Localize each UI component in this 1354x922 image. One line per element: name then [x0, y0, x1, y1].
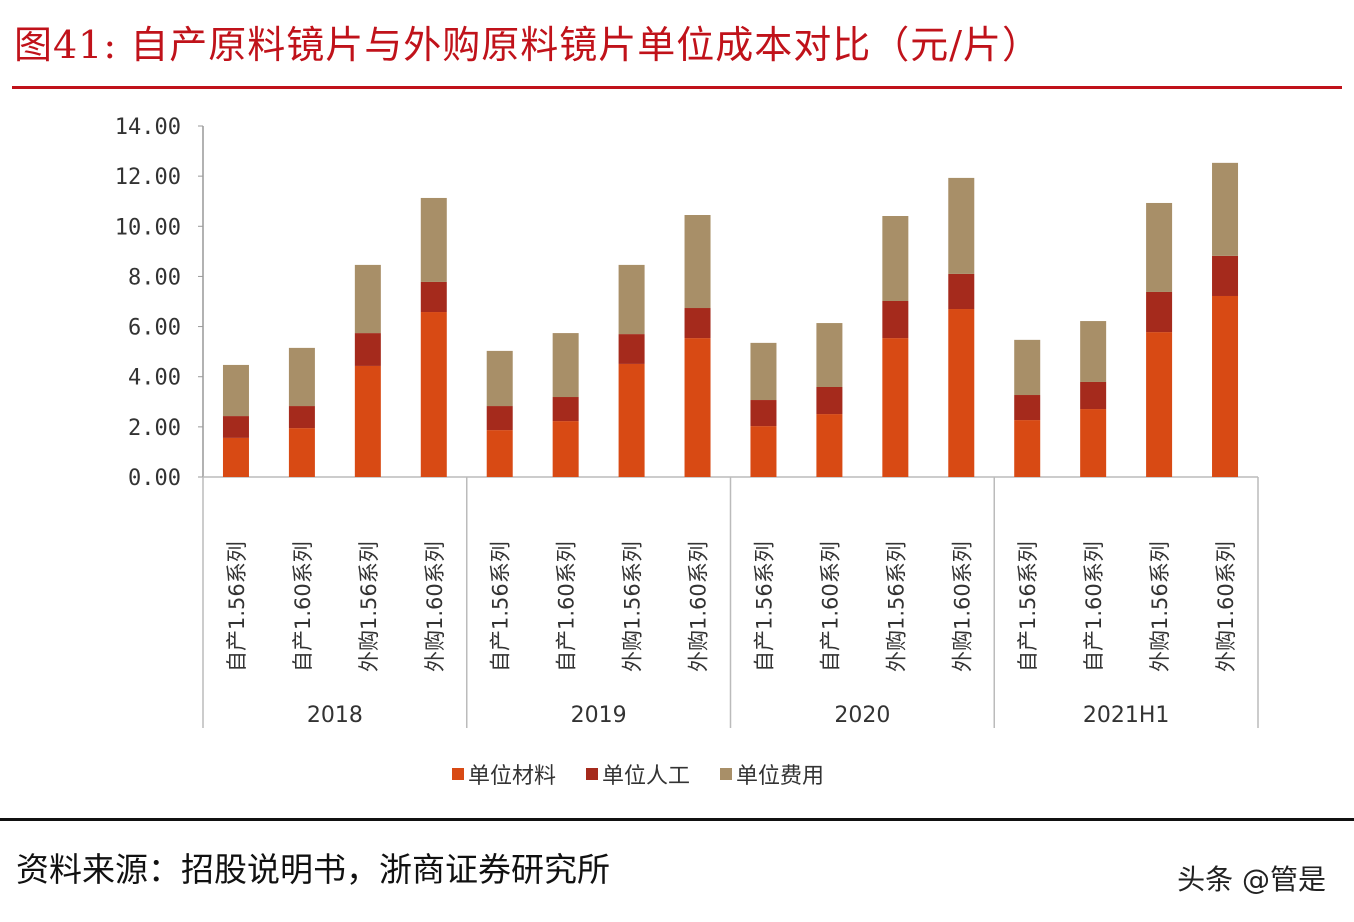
bar-labor	[222, 416, 249, 438]
category-label: 外购1.60系列	[687, 541, 711, 672]
bar-material	[222, 437, 249, 477]
category-label: 外购1.60系列	[1214, 541, 1238, 672]
bar-labor	[684, 308, 711, 339]
bar-material	[882, 338, 909, 477]
group-label: 2018	[307, 703, 363, 728]
category-label: 自产1.56系列	[489, 541, 513, 672]
bar-labor	[486, 406, 513, 431]
category-label: 外购1.56系列	[621, 541, 645, 672]
category-label: 外购1.60系列	[423, 541, 447, 672]
bar-expense	[750, 342, 777, 401]
bar-labor	[618, 334, 645, 364]
legend-swatch	[720, 768, 733, 780]
source-note: 资料来源：招股说明书，浙商证券研究所	[16, 850, 610, 889]
legend-item: 单位材料	[452, 758, 556, 790]
bar-material	[1212, 295, 1239, 477]
bar-expense	[354, 264, 381, 334]
bar-labor	[1014, 395, 1041, 421]
legend-label: 单位材料	[468, 764, 557, 789]
bar-material	[948, 309, 975, 477]
legend-item: 单位人工	[586, 758, 690, 790]
category-label: 外购1.56系列	[357, 541, 381, 672]
category-label: 外购1.60系列	[950, 541, 974, 672]
bar-material	[354, 365, 381, 477]
bar-expense	[420, 197, 447, 282]
legend-label: 单位费用	[736, 764, 825, 789]
group-label: 2021H1	[1083, 703, 1170, 728]
legend-item: 单位费用	[720, 758, 824, 790]
y-tick-label: 10.00	[115, 215, 181, 240]
category-label: 外购1.56系列	[884, 541, 908, 672]
bar-labor	[420, 281, 447, 313]
bar-expense	[1146, 202, 1173, 292]
bar-labor	[948, 273, 975, 310]
legend-label: 单位人工	[602, 764, 691, 789]
watermark: 头条 @管是	[1177, 863, 1326, 896]
bar-material	[618, 363, 645, 477]
bar-labor	[552, 397, 579, 422]
bar-material	[684, 338, 711, 477]
category-label: 自产1.60系列	[555, 541, 579, 672]
category-label: 自产1.56系列	[1016, 541, 1040, 672]
bar-expense	[552, 333, 579, 398]
figure-title: 图41: 自产原料镜片与外购原料镜片单位成本对比（元/片）	[14, 23, 1042, 67]
group-label: 2020	[834, 703, 890, 728]
bar-material	[750, 426, 777, 477]
y-tick-label: 14.00	[115, 115, 181, 140]
bar-material	[816, 414, 843, 477]
bar-material	[1014, 420, 1041, 477]
stacked-bar-chart: 0.00 2.00 4.00 6.00 8.00 10.00 12.00 14.00 2018 自…	[115, 115, 1259, 728]
bar-expense	[948, 177, 975, 274]
bar-expense	[684, 215, 711, 309]
y-tick-label: 4.00	[128, 366, 181, 391]
bar-labor	[1080, 381, 1107, 410]
bar-expense	[882, 216, 909, 301]
bar-labor	[750, 400, 777, 427]
y-tick-label: 6.00	[128, 316, 181, 341]
category-label: 自产1.60系列	[1082, 541, 1106, 672]
bar-expense	[486, 350, 513, 407]
category-label: 自产1.60系列	[818, 541, 842, 672]
category-label: 外购1.56系列	[1148, 541, 1172, 672]
bar-expense	[816, 323, 843, 387]
y-tick-label: 0.00	[128, 466, 181, 491]
bar-material	[486, 430, 513, 477]
title-divider	[12, 86, 1342, 89]
bar-expense	[222, 364, 249, 417]
source-divider	[0, 818, 1354, 821]
bar-material	[1146, 332, 1173, 477]
legend-swatch	[452, 768, 464, 780]
legend-swatch	[586, 768, 599, 780]
bar-labor	[1146, 291, 1173, 333]
group-label: 2019	[571, 703, 627, 728]
bar-material	[288, 428, 315, 477]
category-label: 自产1.60系列	[291, 541, 315, 672]
bar-material	[420, 312, 447, 477]
bar-labor	[354, 333, 381, 366]
y-tick-label: 2.00	[128, 416, 181, 441]
bar-expense	[618, 264, 645, 335]
bar-expense	[288, 347, 315, 407]
bar-labor	[816, 386, 843, 415]
bar-expense	[1014, 339, 1041, 396]
bar-expense	[1212, 162, 1239, 256]
bar-expense	[1080, 321, 1107, 382]
y-tick-label: 8.00	[128, 265, 181, 290]
bar-material	[1080, 409, 1107, 477]
bar-labor	[882, 300, 909, 339]
bar-material	[552, 421, 579, 477]
category-label: 自产1.56系列	[225, 541, 249, 672]
legend: 单位材料 单位人工 单位费用	[452, 758, 824, 790]
bar-labor	[288, 406, 315, 429]
category-label: 自产1.56系列	[752, 541, 776, 672]
y-tick-label: 12.00	[115, 165, 181, 190]
bar-labor	[1212, 255, 1239, 296]
